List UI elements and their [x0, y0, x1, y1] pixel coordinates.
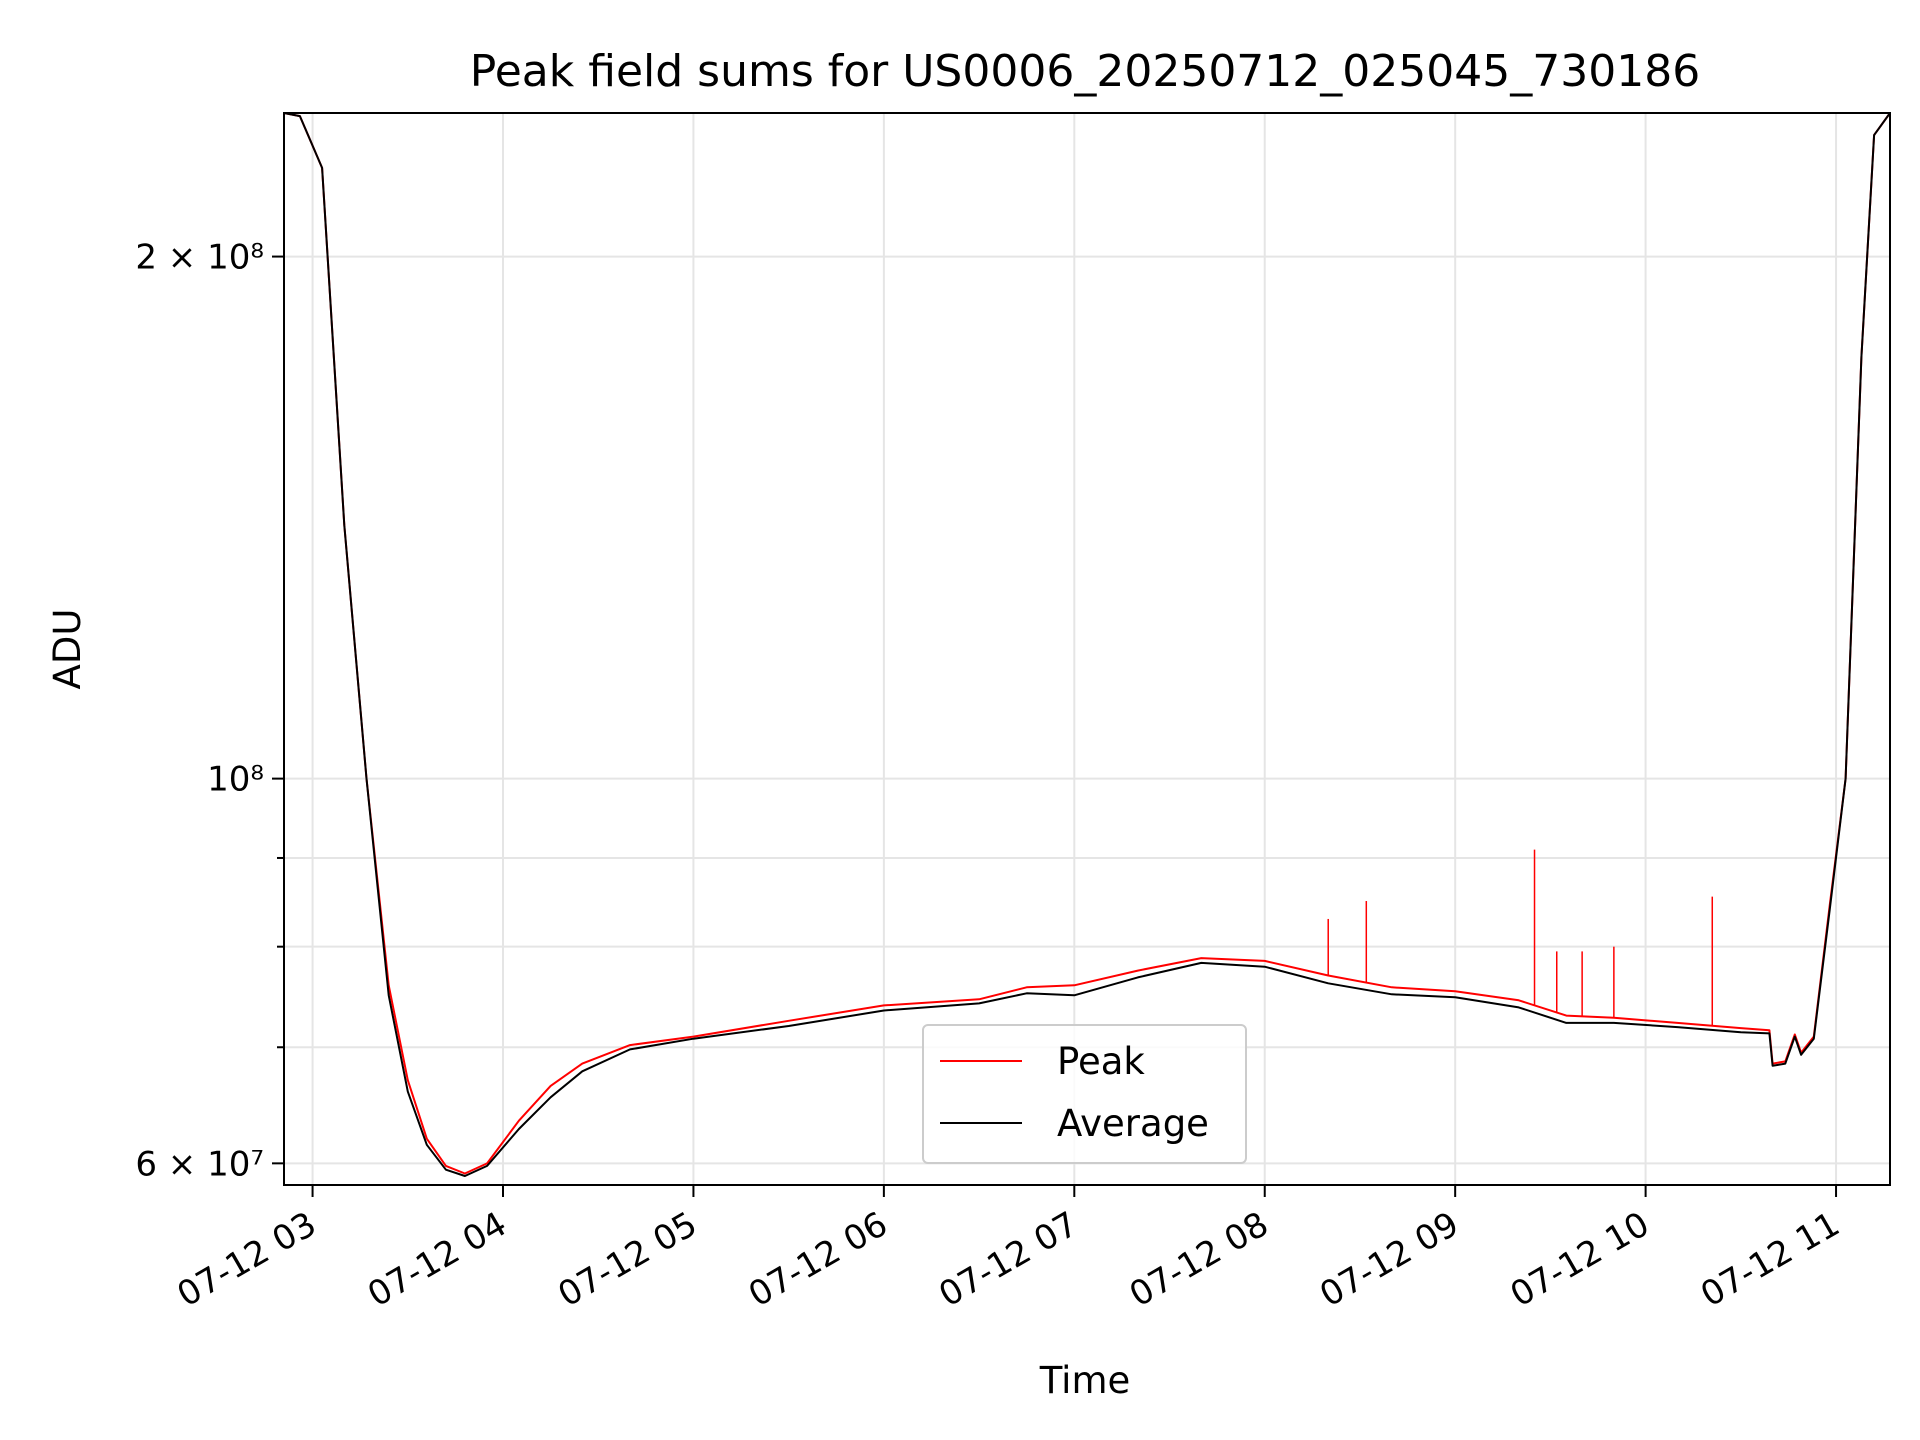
legend: Peak Average [922, 1024, 1247, 1164]
legend-label-average: Average [1057, 1102, 1209, 1145]
series-line-average [283, 112, 1891, 1177]
y-tick-label: 10⁸ [207, 760, 264, 800]
series-layer [283, 112, 1891, 1177]
y-tick-label: 2 × 10⁸ [135, 238, 264, 278]
plot-frame [283, 112, 1891, 1186]
y-axis: 6 × 10⁷ 10⁸ 2 × 10⁸ [135, 238, 284, 1184]
chart-title: Peak field sums for US0006_20250712_0250… [470, 46, 1700, 97]
y-axis-label: ADU [46, 609, 89, 690]
y-tick-label: 6 × 10⁷ [135, 1144, 264, 1184]
legend-label-peak: Peak [1057, 1040, 1145, 1083]
x-axis-label: Time [1039, 1359, 1131, 1402]
legend-box [922, 1024, 1247, 1164]
series-line-peak [283, 112, 1891, 1175]
